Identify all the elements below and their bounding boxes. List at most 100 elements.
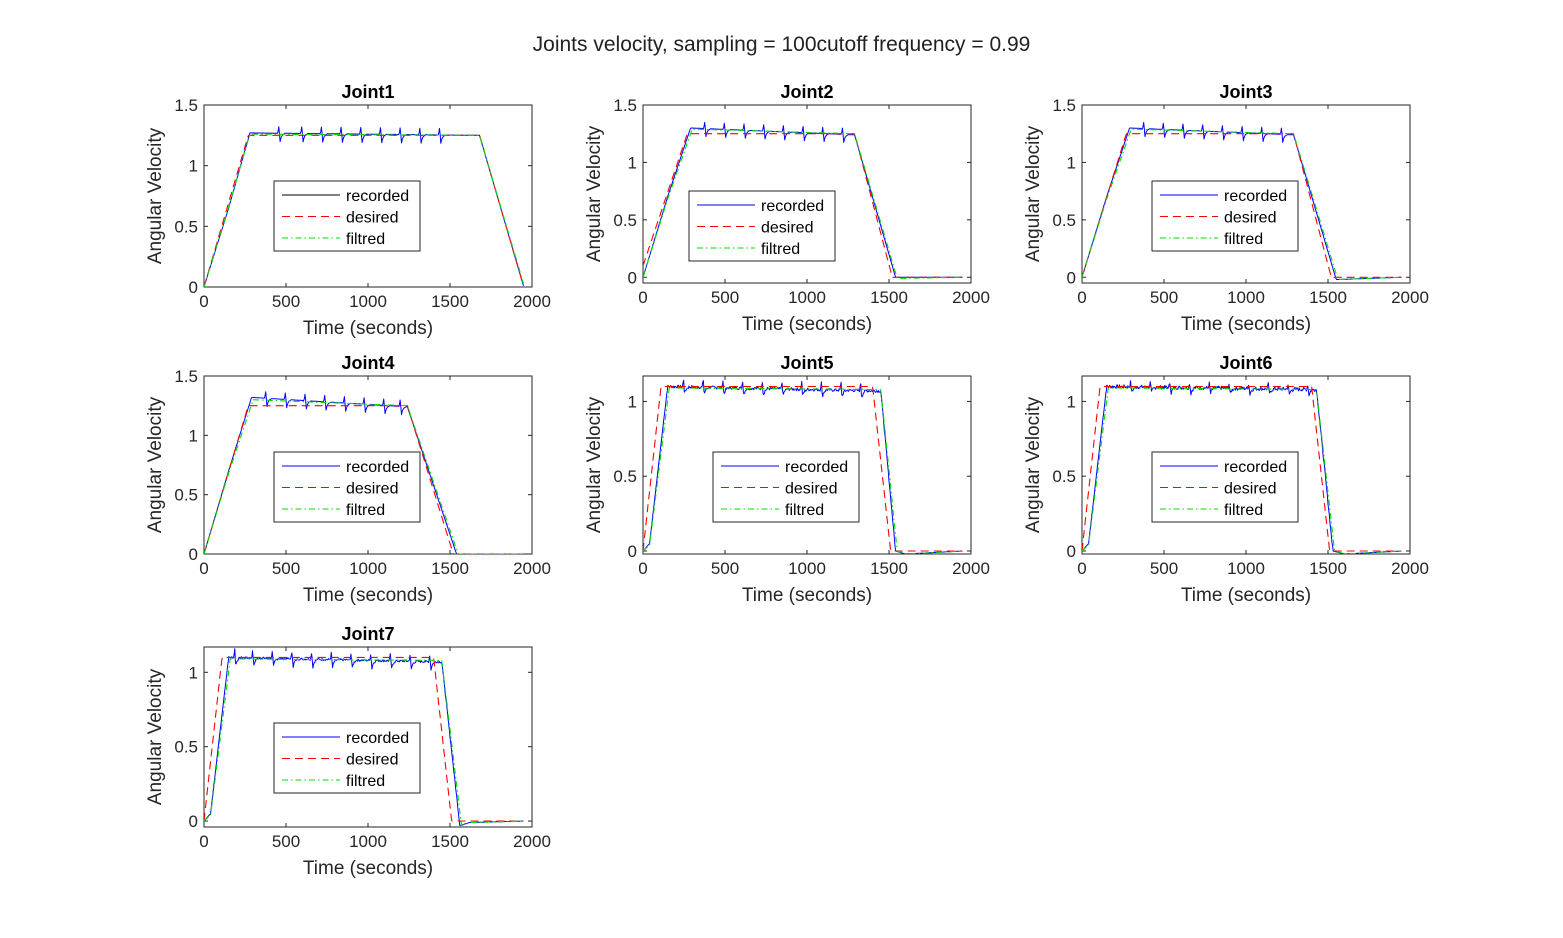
subplot-joint1: 0 500 1000 1500 2000 0 0.5 1 1.5 Joint1 Time (seco… bbox=[145, 82, 551, 339]
series-line-desired bbox=[1082, 133, 1402, 278]
y-tick-label: 0.5 bbox=[613, 467, 637, 486]
series-line-filtred bbox=[1082, 387, 1402, 554]
x-tick-label: 500 bbox=[272, 292, 300, 311]
x-tick-label: 0 bbox=[1077, 559, 1086, 578]
y-tick-label: 0 bbox=[1067, 542, 1076, 561]
series-group bbox=[643, 121, 963, 279]
legend-label-desired: desired bbox=[761, 220, 813, 237]
x-tick-label: 1000 bbox=[349, 292, 387, 311]
x-tick-label: 0 bbox=[199, 832, 208, 851]
subplot-title: Joint5 bbox=[780, 353, 833, 373]
legend-label-recorded: recorded bbox=[346, 459, 409, 476]
y-tick-label: 0 bbox=[1067, 268, 1076, 287]
legend-label-filtred: filtred bbox=[346, 231, 385, 248]
x-tick-label: 1500 bbox=[870, 288, 908, 307]
legend-label-recorded: recorded bbox=[346, 730, 409, 747]
legend: recorded desired filtred bbox=[273, 451, 421, 523]
series-line-filtred bbox=[1082, 128, 1402, 281]
y-tick-label: 0.5 bbox=[1052, 467, 1076, 486]
series-line-filtred bbox=[204, 133, 525, 287]
y-tick-label: 1.5 bbox=[1052, 96, 1076, 115]
y-tick-label: 0.5 bbox=[174, 217, 198, 236]
subplot-joint4: 0 500 1000 1500 2000 0 0.5 1 1.5 Joint4 Time (seco… bbox=[145, 353, 551, 606]
subplot-title: Joint1 bbox=[341, 82, 394, 102]
legend-label-filtred: filtred bbox=[1224, 231, 1263, 248]
y-tick-label: 0.5 bbox=[174, 738, 198, 757]
y-tick-label: 0 bbox=[189, 545, 198, 564]
x-tick-label: 1000 bbox=[349, 559, 387, 578]
y-tick-label: 0 bbox=[189, 278, 198, 297]
subplot-title: Joint6 bbox=[1219, 353, 1272, 373]
y-axis-label: Angular Velocity bbox=[145, 396, 166, 533]
y-axis-label: Angular Velocity bbox=[145, 668, 166, 805]
legend-label-desired: desired bbox=[1224, 210, 1276, 227]
legend-label-desired: desired bbox=[1224, 481, 1276, 498]
legend-label-filtred: filtred bbox=[1224, 502, 1263, 519]
x-axis-label: Time (seconds) bbox=[303, 585, 433, 606]
y-tick-label: 0 bbox=[628, 542, 637, 561]
legend-label-recorded: recorded bbox=[761, 198, 824, 215]
subplot-joint5: 0 500 1000 1500 2000 0 0.5 1 Joint5 Time (seconds… bbox=[584, 353, 990, 606]
x-tick-label: 1500 bbox=[431, 832, 469, 851]
x-tick-label: 500 bbox=[711, 559, 739, 578]
x-tick-label: 1500 bbox=[870, 559, 908, 578]
x-tick-label: 2000 bbox=[513, 292, 551, 311]
y-tick-label: 1 bbox=[628, 392, 637, 411]
series-line-desired bbox=[204, 656, 524, 822]
legend-label-desired: desired bbox=[346, 752, 398, 769]
legend: recorded desired filtred bbox=[273, 722, 421, 794]
y-tick-label: 1 bbox=[1067, 153, 1076, 172]
x-tick-label: 500 bbox=[1150, 559, 1178, 578]
x-tick-label: 1500 bbox=[1309, 559, 1347, 578]
subplot-joint2: 0 500 1000 1500 2000 0 0.5 1 1.5 Joint2 Time (seco… bbox=[584, 82, 990, 335]
x-tick-label: 1000 bbox=[788, 288, 826, 307]
subplot-joint3: 0 500 1000 1500 2000 0 0.5 1 1.5 Joint3 Time (seco… bbox=[1023, 82, 1429, 335]
legend-label-filtred: filtred bbox=[761, 241, 800, 258]
x-tick-label: 0 bbox=[1077, 288, 1086, 307]
y-axis-label: Angular Velocity bbox=[145, 127, 166, 264]
x-tick-label: 500 bbox=[1150, 288, 1178, 307]
y-tick-label: 0 bbox=[189, 812, 198, 831]
series-group bbox=[204, 126, 525, 287]
subplot-joint6: 0 500 1000 1500 2000 0 0.5 1 Joint6 Time (seconds… bbox=[1023, 353, 1429, 606]
x-tick-label: 2000 bbox=[1391, 288, 1429, 307]
subplot-title: Joint4 bbox=[341, 353, 394, 373]
legend-label-filtred: filtred bbox=[346, 773, 385, 790]
x-axis-label: Time (seconds) bbox=[742, 585, 872, 606]
x-tick-label: 500 bbox=[272, 832, 300, 851]
x-axis-label: Time (seconds) bbox=[303, 858, 433, 879]
series-group bbox=[204, 648, 524, 826]
series-line-filtred bbox=[643, 387, 963, 554]
x-tick-label: 2000 bbox=[513, 559, 551, 578]
x-tick-label: 1000 bbox=[1227, 559, 1265, 578]
legend-label-filtred: filtred bbox=[346, 502, 385, 519]
x-tick-label: 1000 bbox=[349, 832, 387, 851]
series-group bbox=[204, 391, 524, 554]
series-line-desired bbox=[204, 405, 524, 554]
y-tick-label: 0.5 bbox=[174, 486, 198, 505]
y-tick-label: 0.5 bbox=[1052, 211, 1076, 230]
y-tick-label: 0 bbox=[628, 268, 637, 287]
series-group bbox=[643, 379, 963, 554]
legend-label-desired: desired bbox=[346, 210, 398, 227]
series-line-filtred bbox=[204, 658, 524, 826]
series-line-desired bbox=[643, 385, 963, 552]
figure-title: Joints velocity, sampling = 100cutoff fr… bbox=[532, 33, 1031, 56]
y-axis-label: Angular Velocity bbox=[1023, 125, 1044, 262]
legend: recorded desired filtred bbox=[1151, 180, 1299, 252]
y-axis-label: Angular Velocity bbox=[584, 396, 605, 533]
subplot-title: Joint2 bbox=[780, 82, 833, 102]
series-line-recorded bbox=[204, 391, 524, 554]
subplot-title: Joint7 bbox=[341, 624, 394, 644]
y-axis-label: Angular Velocity bbox=[584, 125, 605, 262]
y-tick-label: 1.5 bbox=[613, 96, 637, 115]
x-tick-label: 1000 bbox=[1227, 288, 1265, 307]
x-axis-label: Time (seconds) bbox=[1181, 314, 1311, 335]
x-tick-label: 500 bbox=[711, 288, 739, 307]
y-axis-label: Angular Velocity bbox=[1023, 396, 1044, 533]
y-tick-label: 1.5 bbox=[174, 367, 198, 386]
x-tick-label: 0 bbox=[638, 559, 647, 578]
y-tick-label: 1 bbox=[189, 663, 198, 682]
